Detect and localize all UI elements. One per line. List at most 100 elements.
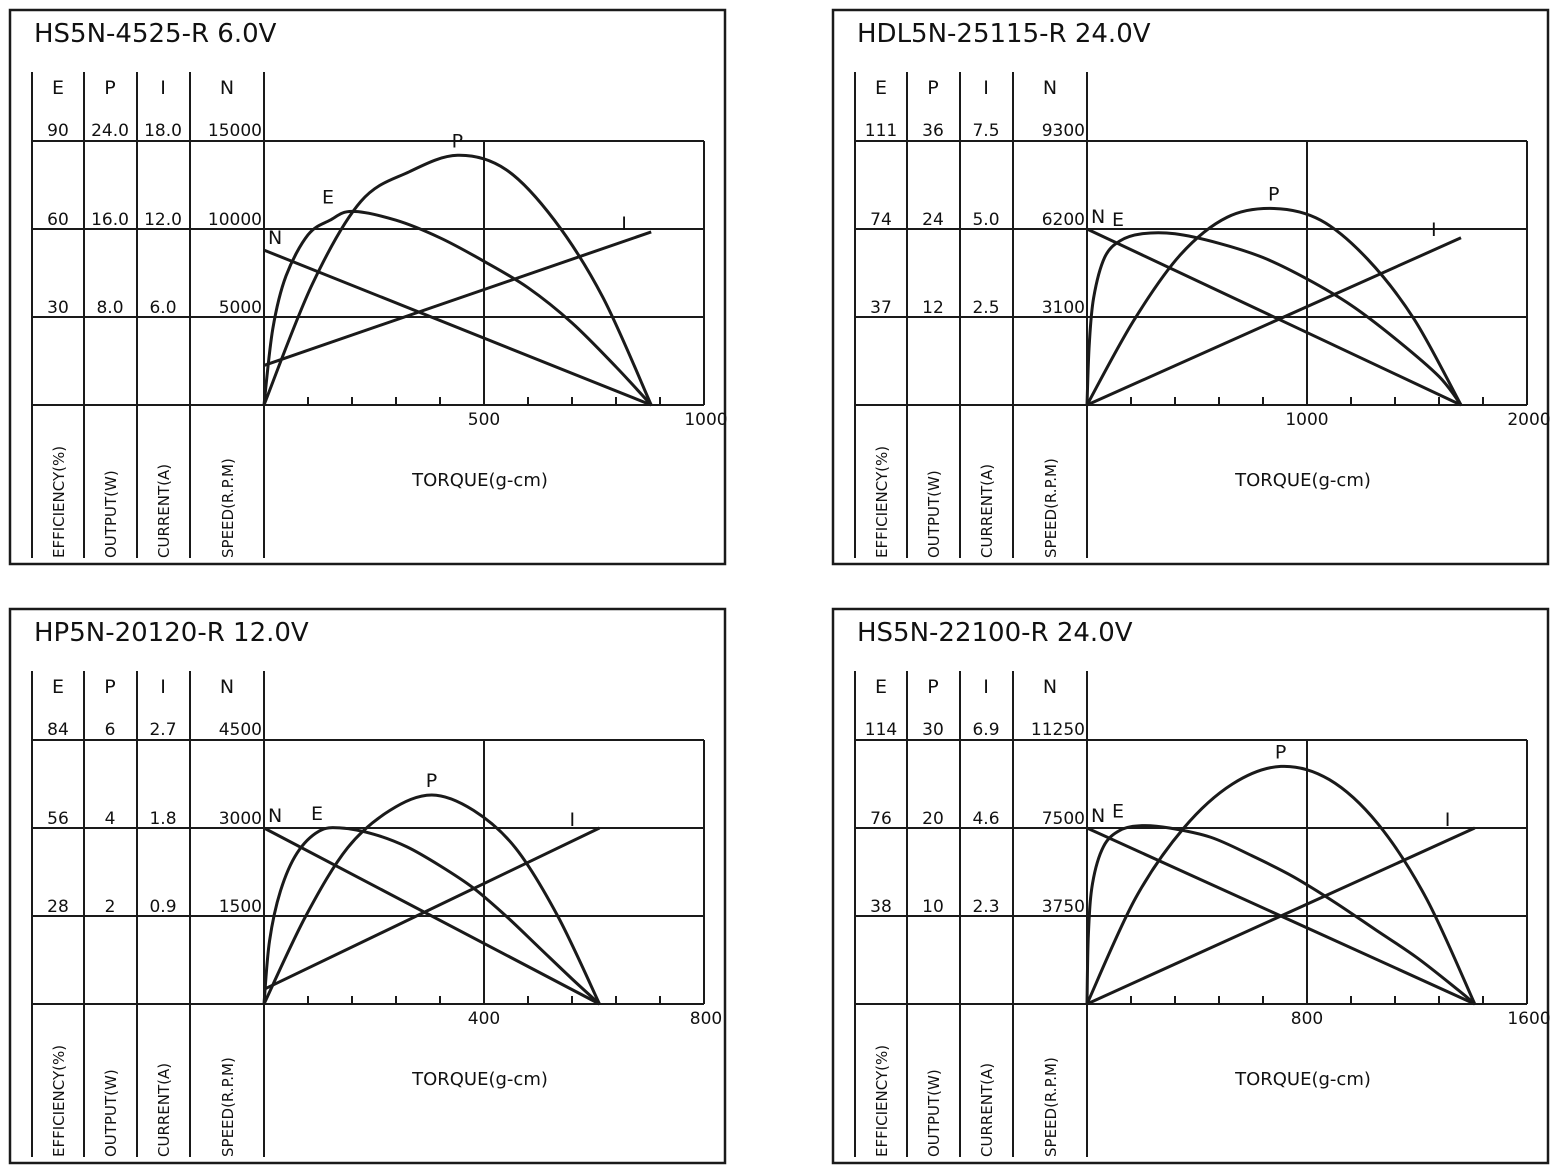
series-p-curve: [1085, 206, 1463, 406]
column-tick-label: 38: [870, 897, 892, 917]
curve-label-p: P: [452, 130, 463, 152]
series-p-curve: [1085, 764, 1477, 1005]
series-e-curve: [1085, 231, 1463, 406]
column-header-e: E: [875, 676, 887, 698]
chart-title: HS5N-22100-R 24.0V: [857, 618, 1133, 648]
column-header-p: P: [104, 676, 115, 698]
x-tick-label: 500: [468, 410, 500, 430]
chart-panel-2: HDL5N-25115-R 24.0V E P I N 111 74 37 36 24 12 7.5 5…: [831, 8, 1551, 566]
column-axis-label: EFFICIENCY(%): [50, 1045, 68, 1157]
series-e-curve: [1085, 824, 1476, 1006]
column-axis-label: SPEED(R.P.M): [1042, 458, 1060, 558]
series-p-curve: [262, 153, 653, 406]
column-header-i: I: [983, 77, 989, 99]
column-header-n: N: [1043, 77, 1057, 99]
curve-label-n: N: [1091, 805, 1105, 827]
series-n-curve: [263, 248, 652, 407]
column-axis-label: EFFICIENCY(%): [50, 446, 68, 558]
column-header-p: P: [104, 77, 115, 99]
column-tick-label: 5000: [219, 298, 262, 318]
column-tick-label: 114: [865, 720, 897, 740]
column-tick-label: 4.6: [972, 809, 999, 829]
curve-label-i: I: [1445, 809, 1451, 831]
column-tick-label: 15000: [208, 121, 262, 141]
column-tick-label: 2.3: [972, 897, 999, 917]
series-i-curve: [263, 826, 601, 991]
column-tick-label: 30: [47, 298, 69, 318]
column-tick-label: 7.5: [972, 121, 999, 141]
column-axis-label: OUTPUT(W): [925, 1069, 943, 1157]
curve-label-i: I: [621, 213, 627, 235]
curve-label-i: I: [1431, 219, 1437, 241]
column-tick-label: 1.8: [149, 809, 176, 829]
column-tick-label: 10: [922, 897, 944, 917]
column-tick-label: 12: [922, 298, 944, 318]
column-axis-label: OUTPUT(W): [102, 470, 120, 558]
x-tick-label: 1000: [1285, 410, 1328, 430]
column-tick-label: 5.0: [972, 210, 999, 230]
x-tick-label: 1600: [1507, 1009, 1550, 1029]
column-axis-label: CURRENT(A): [978, 1063, 996, 1157]
panel-frame: [8, 8, 727, 566]
x-axis-label: TORQUE(g-cm): [1234, 1069, 1371, 1090]
column-header-e: E: [52, 77, 64, 99]
series-n-curve: [1086, 227, 1462, 407]
series-p-curve: [262, 793, 601, 1005]
column-axis-label: OUTPUT(W): [102, 1069, 120, 1157]
column-tick-label: 90: [47, 121, 69, 141]
column-header-p: P: [927, 676, 938, 698]
column-axis-label: CURRENT(A): [978, 464, 996, 558]
column-tick-label: 4500: [219, 720, 262, 740]
panel-frame: [831, 8, 1550, 566]
column-tick-label: 3100: [1042, 298, 1085, 318]
series-n-curve: [263, 826, 601, 1006]
x-tick-label: 800: [690, 1009, 722, 1029]
column-axis-label: CURRENT(A): [155, 464, 173, 558]
x-tick-label: 400: [468, 1009, 500, 1029]
curve-label-p: P: [1268, 183, 1279, 205]
column-tick-label: 3000: [219, 809, 262, 829]
curve-label-n: N: [1091, 206, 1105, 228]
column-tick-label: 18.0: [144, 121, 182, 141]
column-tick-label: 6.9: [972, 720, 999, 740]
column-axis-label: SPEED(R.P.M): [1042, 1057, 1060, 1157]
chart-panel-3: HP5N-20120-R 12.0V E P I N 84 56 28 6 4 2 2.7 1.8 0.9…: [8, 607, 727, 1165]
column-axis-label: CURRENT(A): [155, 1063, 173, 1157]
column-tick-label: 84: [47, 720, 69, 740]
curve-label-e: E: [1112, 801, 1124, 823]
column-tick-label: 36: [922, 121, 944, 141]
curve-label-e: E: [1112, 209, 1124, 231]
chart-title: HP5N-20120-R 12.0V: [34, 618, 309, 648]
curve-label-p: P: [1275, 741, 1286, 763]
column-tick-label: 2: [105, 897, 116, 917]
column-tick-label: 24.0: [91, 121, 129, 141]
column-tick-label: 11250: [1031, 720, 1085, 740]
column-header-i: I: [160, 77, 166, 99]
column-tick-label: 24: [922, 210, 944, 230]
column-axis-label: SPEED(R.P.M): [219, 1057, 237, 1157]
column-header-e: E: [52, 676, 64, 698]
column-axis-label: EFFICIENCY(%): [873, 1045, 891, 1157]
panel-frame: [831, 607, 1550, 1165]
column-tick-label: 12.0: [144, 210, 182, 230]
curve-label-e: E: [322, 186, 334, 208]
column-tick-label: 74: [870, 210, 892, 230]
column-header-n: N: [220, 676, 234, 698]
column-tick-label: 16.0: [91, 210, 129, 230]
column-tick-label: 1500: [219, 897, 262, 917]
curve-label-p: P: [426, 770, 437, 792]
column-axis-label: OUTPUT(W): [925, 470, 943, 558]
column-tick-label: 2.5: [972, 298, 999, 318]
series-i-curve: [1086, 826, 1476, 1006]
column-axis-label: EFFICIENCY(%): [873, 446, 891, 558]
column-tick-label: 30: [922, 720, 944, 740]
x-axis-label: TORQUE(g-cm): [411, 1069, 548, 1090]
curve-label-i: I: [570, 809, 576, 831]
curve-label-n: N: [268, 805, 282, 827]
x-axis-label: TORQUE(g-cm): [411, 470, 548, 491]
column-tick-label: 6200: [1042, 210, 1085, 230]
column-tick-label: 3750: [1042, 897, 1085, 917]
column-header-i: I: [160, 676, 166, 698]
chart-panel-4: HS5N-22100-R 24.0V E P I N 114 76 38 30 20 10 6.9 4.…: [831, 607, 1551, 1165]
series-i-curve: [1086, 236, 1462, 407]
